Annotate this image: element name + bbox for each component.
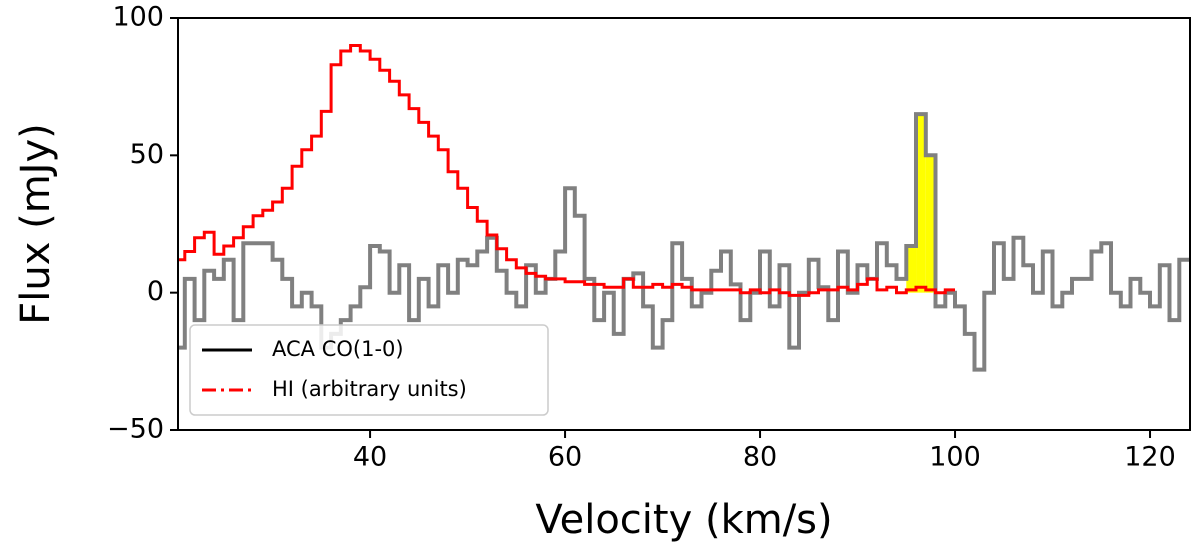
x-tick-label: 100 (929, 442, 981, 473)
legend-label: ACA CO(1-0) (272, 337, 404, 361)
highlight-fill (925, 155, 936, 293)
series-line (178, 112, 1189, 372)
highlight-fill (916, 114, 926, 293)
plot-area (178, 44, 1189, 372)
y-tick-label: 50 (130, 139, 164, 170)
y-tick-label: 100 (112, 2, 164, 33)
x-tick-label: 120 (1124, 442, 1176, 473)
x-axis-label: Velocity (km/s) (535, 497, 832, 543)
x-tick-label: 60 (548, 442, 582, 473)
series-line (178, 44, 955, 297)
x-tick-label: 40 (353, 442, 387, 473)
plot-frame (177, 17, 1191, 431)
x-tick-label: 80 (743, 442, 777, 473)
y-tick-label: 0 (147, 276, 164, 307)
legend-label: HI (arbitrary units) (272, 377, 467, 401)
y-tick-label: −50 (107, 414, 164, 445)
legend-box (189, 324, 549, 416)
highlight-fill (906, 245, 917, 293)
y-axis-label: Flux (mJy) (13, 123, 59, 325)
